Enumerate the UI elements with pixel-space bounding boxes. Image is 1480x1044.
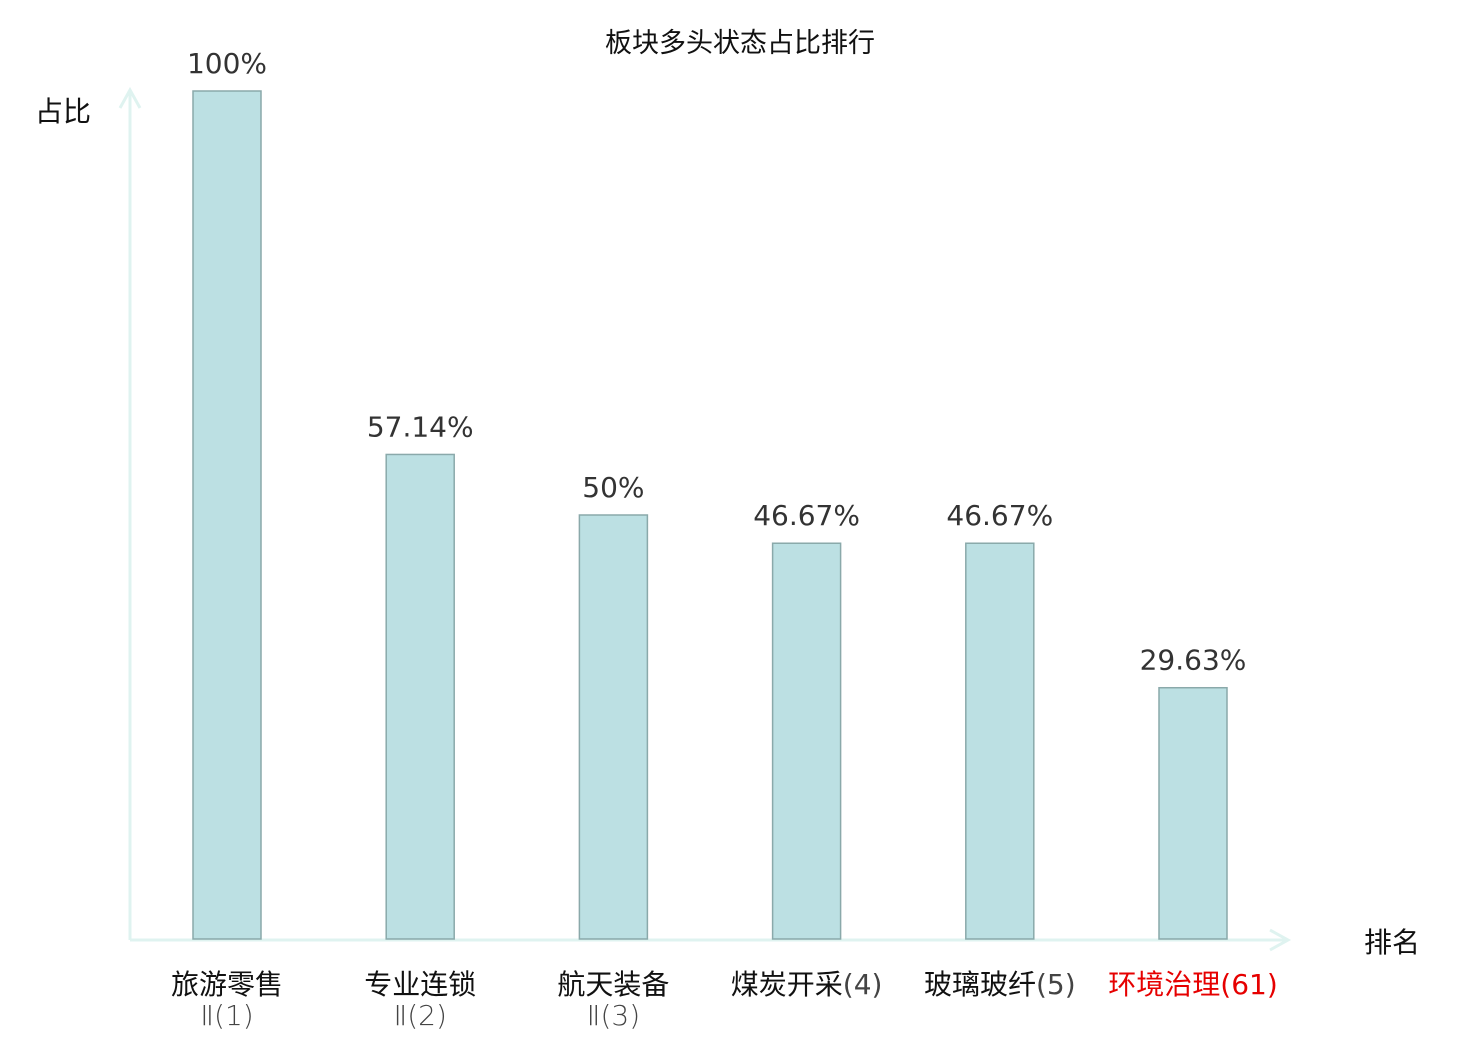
data-label: 46.67%	[946, 499, 1053, 532]
x-tick-label: 玻璃玻纤(5)	[924, 968, 1076, 1001]
x-tick-label: 煤炭开采(4)	[731, 968, 883, 1001]
bar	[965, 542, 1035, 940]
x-tick-label: 航天装备	[557, 968, 669, 1001]
x-tick-name: 环境治理	[1108, 968, 1220, 1001]
x-tick-label: 专业连锁	[364, 968, 476, 1001]
y-axis-label: 占比	[35, 95, 91, 128]
x-tick-sub: (5)	[1036, 968, 1076, 1001]
bar	[192, 90, 262, 940]
x-tick-name: 航天装备	[557, 968, 669, 1001]
y-axis-arrow-icon	[118, 86, 142, 109]
bar	[771, 542, 842, 940]
data-label: 46.67%	[753, 499, 860, 532]
bar	[385, 453, 455, 940]
x-axis-arrow-icon	[1269, 928, 1292, 952]
data-label: 50%	[582, 471, 644, 504]
x-tick-sub: Ⅱ(3)	[587, 999, 640, 1032]
x-tick-label: 旅游零售	[171, 968, 283, 1001]
bar	[1158, 686, 1228, 940]
x-tick-name: 玻璃玻纤	[924, 968, 1036, 1001]
x-tick-name: 煤炭开采	[731, 968, 843, 1001]
x-tick-sub: Ⅱ(1)	[200, 999, 253, 1032]
x-tick-sub: Ⅱ(2)	[393, 999, 446, 1032]
data-label: 57.14%	[367, 410, 474, 443]
bar	[578, 514, 649, 940]
x-axis-label: 排名	[1364, 926, 1420, 959]
data-label: 100%	[187, 47, 267, 80]
x-tick-label: 环境治理(61)	[1108, 968, 1278, 1001]
x-tick-name: 旅游零售	[171, 968, 283, 1001]
x-tick-sub: (4)	[843, 968, 883, 1001]
data-label: 29.63%	[1140, 644, 1247, 677]
x-tick-name: 专业连锁	[364, 968, 476, 1001]
x-tick-sub: (61)	[1220, 968, 1277, 1001]
chart-title: 板块多头状态占比排行	[605, 28, 875, 59]
